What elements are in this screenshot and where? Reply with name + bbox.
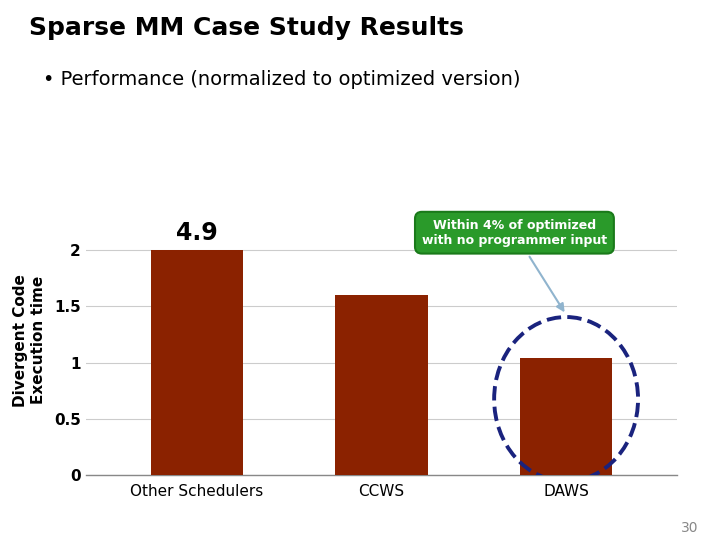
Text: • Performance (normalized to optimized version): • Performance (normalized to optimized v… [43, 70, 521, 89]
Text: Sparse MM Case Study Results: Sparse MM Case Study Results [29, 16, 464, 40]
Text: 30: 30 [681, 521, 698, 535]
Bar [336, 295, 428, 475]
Bar [520, 358, 612, 475]
Y-axis label: Divergent Code
Execution time: Divergent Code Execution time [13, 274, 45, 407]
Bar [151, 250, 243, 475]
Text: Within 4% of optimized
with no programmer input: Within 4% of optimized with no programme… [422, 219, 607, 310]
Text: 4.9: 4.9 [176, 220, 218, 245]
